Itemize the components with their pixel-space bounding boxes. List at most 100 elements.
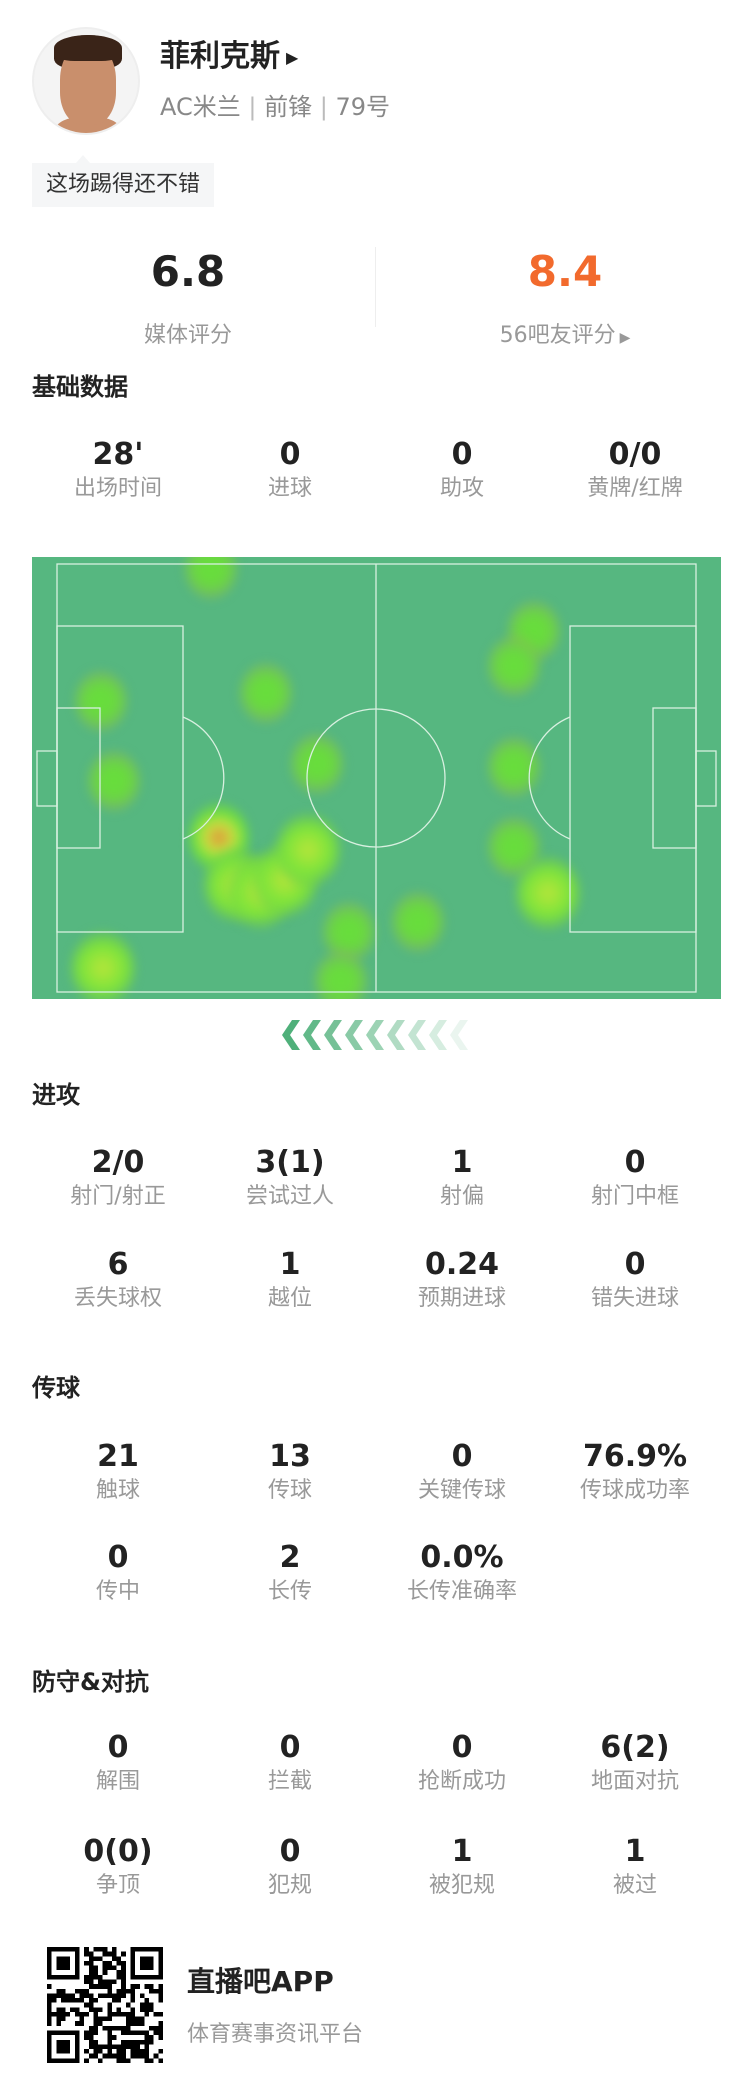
stat-cell: 1 射偏 — [376, 1145, 548, 1211]
section-title: 防守&对抗 — [32, 1668, 149, 1696]
stat-label: 传球 — [267, 1478, 312, 1503]
stat-value: 28' — [92, 437, 144, 472]
stat-label: 触球 — [95, 1478, 140, 1503]
stat-label: 传球成功率 — [579, 1478, 690, 1503]
media-rating-label: 媒体评分 — [143, 323, 232, 348]
stat-cell: 0 关键传球 — [376, 1439, 548, 1505]
position: 前锋 — [264, 93, 313, 121]
media-rating-value: 6.8 — [150, 247, 226, 296]
stat-cell: 0 错失进球 — [549, 1247, 721, 1313]
stat-cell: 0 射门中框 — [549, 1145, 721, 1211]
stat-value: 21 — [97, 1439, 139, 1474]
stat-label: 关键传球 — [417, 1478, 506, 1503]
heat-spot — [516, 856, 580, 930]
stat-cell: 0.24 预期进球 — [376, 1247, 548, 1313]
stat-cell: 0/0 黄牌/红牌 — [549, 437, 721, 503]
team: AC米兰 — [160, 93, 241, 121]
heat-spot — [291, 734, 343, 794]
stat-label: 错失进球 — [590, 1286, 679, 1311]
heat-spot — [276, 813, 340, 887]
triangle-right-icon: ▶ — [286, 47, 299, 67]
stat-cell: 2/0 射门/射正 — [32, 1145, 204, 1211]
stat-value: 0 — [624, 1247, 646, 1282]
section-title: 传球 — [32, 1374, 80, 1402]
stat-value: 1 — [451, 1145, 473, 1180]
stat-cell: 0 解围 — [32, 1730, 204, 1796]
stat-cell: 13 传球 — [204, 1439, 376, 1505]
stat-value: 0 — [279, 1730, 301, 1765]
stat-cell: 0 犯规 — [204, 1834, 376, 1900]
chevron-left-icon — [282, 1020, 468, 1050]
stat-value: 0 — [451, 437, 473, 472]
stat-value: 0 — [451, 1439, 473, 1474]
stat-label: 拦截 — [267, 1769, 312, 1794]
stat-label: 犯规 — [267, 1873, 312, 1898]
stat-cell: 1 越位 — [204, 1247, 376, 1313]
chevron-left-icon — [408, 1020, 426, 1050]
stat-value: 0 — [279, 437, 301, 472]
heatmap-pitch — [32, 557, 721, 999]
section-title: 进攻 — [32, 1081, 80, 1109]
fans-rating-value: 8.4 — [527, 247, 603, 296]
number: 79号 — [335, 93, 390, 121]
chevron-left-icon — [303, 1020, 321, 1050]
stat-value: 0 — [107, 1540, 129, 1575]
app-tagline: 体育赛事资讯平台 — [187, 2022, 364, 2047]
chevron-left-icon — [366, 1020, 384, 1050]
stat-label: 被犯规 — [428, 1873, 495, 1898]
stat-cell: 21 触球 — [32, 1439, 204, 1505]
stat-cell: 0 传中 — [32, 1540, 204, 1606]
stat-cell: 6 丢失球权 — [32, 1247, 204, 1313]
stat-label: 传中 — [95, 1579, 140, 1604]
stat-cell: 0(0) 争顶 — [32, 1834, 204, 1900]
stat-label: 争顶 — [95, 1873, 140, 1898]
stat-value: 0 — [107, 1730, 129, 1765]
chevron-left-icon — [387, 1020, 405, 1050]
stat-value: 0 — [451, 1730, 473, 1765]
stat-value: 1 — [624, 1834, 646, 1869]
fans-rating[interactable]: 8.4 56吧友评分 ▶ — [415, 247, 715, 353]
stat-value: 0 — [624, 1145, 646, 1180]
player-name-link[interactable]: 菲利克斯 ▶ — [160, 38, 298, 77]
stat-cell: 3(1) 尝试过人 — [204, 1145, 376, 1211]
heat-spot — [315, 951, 367, 999]
heat-spot — [392, 892, 444, 952]
stat-value: 2 — [279, 1540, 301, 1575]
heat-spot — [88, 751, 140, 811]
stat-label: 尝试过人 — [245, 1184, 334, 1209]
media-rating: 6.8 媒体评分 — [38, 247, 338, 351]
stat-value: 13 — [269, 1439, 311, 1474]
stat-value: 0.0% — [420, 1540, 504, 1575]
stat-value: 3(1) — [255, 1145, 325, 1180]
stat-cell: 6(2) 地面对抗 — [549, 1730, 721, 1796]
stat-label: 长传 — [267, 1579, 312, 1604]
fans-rating-label: 56吧友评分 — [499, 323, 616, 348]
stat-value: 1 — [279, 1247, 301, 1282]
comment-bubble: 这场踢得还不错 — [32, 155, 215, 207]
stat-label: 长传准确率 — [406, 1579, 517, 1604]
stat-label: 射门中框 — [590, 1184, 679, 1209]
heat-spot — [488, 636, 540, 696]
stat-value: 6 — [107, 1247, 129, 1282]
heat-spot — [488, 737, 540, 797]
chevron-left-icon — [324, 1020, 342, 1050]
app-name: 直播吧APP — [187, 1965, 334, 1998]
player-name: 菲利克斯 — [160, 39, 280, 74]
stat-cell: 1 被过 — [549, 1834, 721, 1900]
chevron-left-icon — [450, 1020, 468, 1050]
avatar[interactable] — [32, 27, 140, 135]
stat-label: 射门/射正 — [70, 1184, 166, 1209]
stat-cell: 0 助攻 — [376, 437, 548, 503]
stat-label: 丢失球权 — [73, 1286, 162, 1311]
stat-label: 被过 — [612, 1873, 657, 1898]
stat-cell: 0.0% 长传准确率 — [376, 1540, 548, 1606]
stat-label: 助攻 — [439, 476, 484, 501]
stat-label: 解围 — [95, 1769, 140, 1794]
stat-cell: 2 长传 — [204, 1540, 376, 1606]
stat-label: 地面对抗 — [590, 1769, 679, 1794]
chevron-left-icon — [345, 1020, 363, 1050]
stat-value: 0(0) — [83, 1834, 153, 1869]
stat-value: 0 — [279, 1834, 301, 1869]
stat-value: 1 — [451, 1834, 473, 1869]
stat-cell: 0 拦截 — [204, 1730, 376, 1796]
